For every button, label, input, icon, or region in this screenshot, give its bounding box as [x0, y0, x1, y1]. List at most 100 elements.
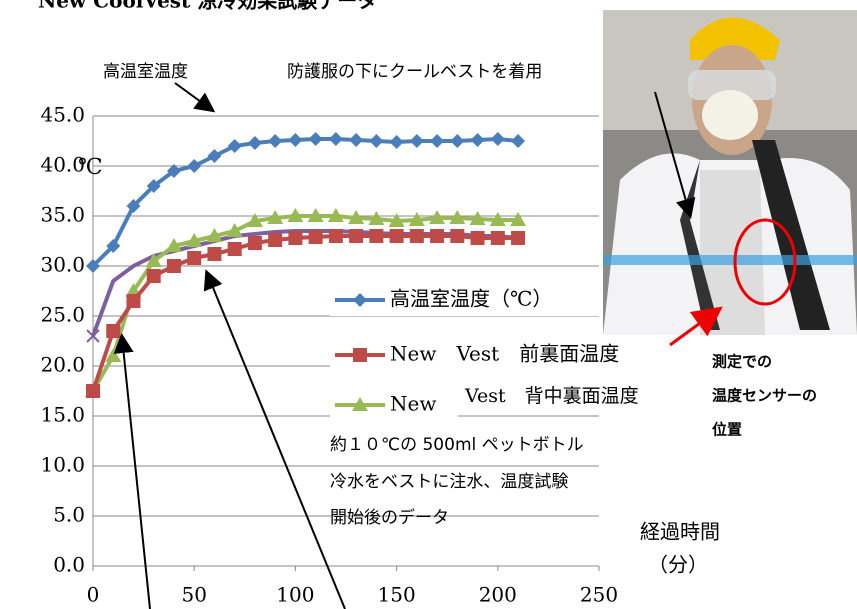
- point: [369, 134, 384, 148]
- point: [126, 294, 141, 308]
- point: [429, 210, 446, 224]
- point: [106, 324, 121, 338]
- point: [388, 213, 405, 227]
- point: [86, 329, 100, 343]
- point: [352, 397, 368, 411]
- photo: [603, 10, 857, 335]
- y-tick-label: 30.0: [40, 253, 85, 277]
- legend-label: New: [390, 392, 436, 416]
- annotation: 高温室温度: [103, 62, 188, 82]
- point: [511, 231, 526, 245]
- y-tick-label: 20.0: [40, 353, 85, 377]
- y-tick-label: 45.0: [40, 103, 85, 127]
- point: [227, 242, 242, 256]
- point: [288, 133, 303, 147]
- line: [91, 234, 519, 392]
- point: [430, 134, 445, 148]
- point: [287, 208, 304, 222]
- point: [409, 134, 424, 148]
- point: [409, 229, 424, 243]
- point: [349, 229, 364, 243]
- point: [489, 212, 506, 226]
- point: [126, 199, 141, 213]
- arrow: [203, 269, 346, 609]
- annotation: 約１０℃の 500ml ペットボトル: [330, 435, 584, 455]
- annotation: 冷水をベストに注水、温度試験: [330, 472, 568, 492]
- plot: 0.0 5.0 10.0 15.0 20.0 25.0 30.0 35.0 40.0 45.0 0 5…: [40, 103, 700, 607]
- point: [353, 348, 367, 362]
- point: [247, 236, 262, 250]
- point: [288, 231, 303, 245]
- x-tick-label: 0: [87, 583, 100, 607]
- point: [105, 348, 122, 362]
- point: [207, 149, 222, 163]
- point: [490, 231, 505, 245]
- point: [470, 133, 485, 147]
- y-tick-label: 40.0: [40, 153, 85, 177]
- x-tick-label: 150: [378, 583, 416, 607]
- point: [510, 212, 527, 226]
- point: [450, 229, 465, 243]
- annotation: 防護服の下にクールベストを着用: [287, 62, 542, 82]
- x-axis-title: 経過時間: [640, 520, 720, 544]
- point: [186, 233, 203, 247]
- y-tick-label: 10.0: [40, 453, 85, 477]
- y-tick-label: 15.0: [40, 403, 85, 427]
- point: [408, 212, 425, 226]
- point: [165, 238, 182, 252]
- arrow: [654, 91, 696, 219]
- point: [348, 210, 365, 224]
- line: [91, 229, 519, 337]
- annotation: Vest 背中裏面温度: [464, 385, 639, 407]
- point: [368, 211, 385, 225]
- point: [86, 259, 100, 273]
- arrow: [174, 82, 216, 113]
- annotation: 温度センサーの: [712, 387, 817, 405]
- point: [389, 135, 404, 149]
- line: [91, 136, 519, 268]
- point: [206, 228, 223, 242]
- legend-label: New Vest 前裏面温度: [390, 342, 619, 366]
- y-tick-label: 35.0: [40, 203, 85, 227]
- point: [470, 231, 485, 245]
- annotation: 測定での: [712, 353, 772, 371]
- x-tick-label: 200: [479, 583, 517, 607]
- x-tick-label: 100: [276, 583, 314, 607]
- point: [308, 132, 323, 146]
- point: [307, 208, 324, 222]
- x-tick-label: 50: [181, 583, 206, 607]
- x-unit: （分）: [648, 553, 708, 577]
- point: [246, 213, 263, 227]
- arrow: [113, 333, 151, 609]
- point: [430, 229, 445, 243]
- x-tick-label: 250: [580, 583, 618, 607]
- point: [268, 134, 283, 148]
- y-tick-label: 25.0: [40, 303, 85, 327]
- point: [247, 136, 262, 150]
- point: [226, 223, 243, 237]
- point: [389, 229, 404, 243]
- point: [268, 233, 283, 247]
- arrow: [669, 306, 723, 347]
- annotation: 位置: [712, 421, 742, 439]
- point: [469, 211, 486, 225]
- point: [349, 133, 364, 147]
- point: [187, 159, 202, 173]
- point: [207, 247, 222, 261]
- y-tick-label: 0.0: [53, 553, 85, 577]
- point: [449, 210, 466, 224]
- point: [187, 251, 202, 265]
- point: [166, 259, 181, 273]
- y-tick-label: 5.0: [53, 503, 85, 527]
- point: [369, 229, 384, 243]
- point: [450, 134, 465, 148]
- y-unit: ℃: [78, 155, 103, 180]
- point: [146, 269, 161, 283]
- point: [308, 230, 323, 244]
- annotation: 開始後のデータ: [330, 507, 449, 528]
- point: [328, 132, 343, 146]
- point: [227, 139, 242, 153]
- point: [106, 239, 121, 253]
- point: [327, 208, 344, 222]
